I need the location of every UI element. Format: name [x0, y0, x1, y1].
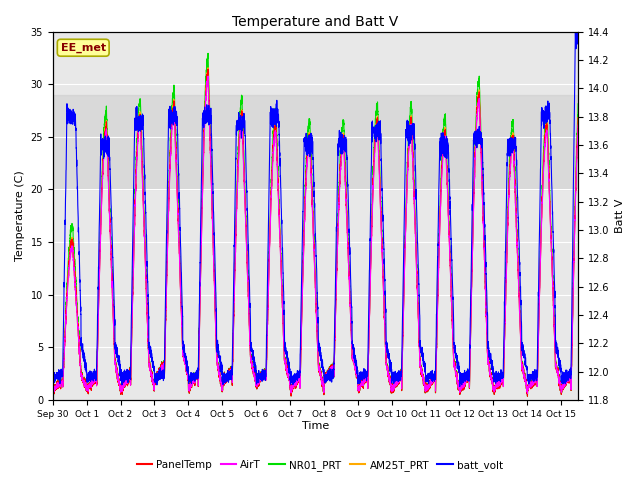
Title: Temperature and Batt V: Temperature and Batt V	[232, 15, 399, 29]
X-axis label: Time: Time	[302, 421, 329, 432]
Text: EE_met: EE_met	[61, 43, 106, 53]
Legend: PanelTemp, AirT, NR01_PRT, AM25T_PRT, batt_volt: PanelTemp, AirT, NR01_PRT, AM25T_PRT, ba…	[132, 456, 508, 475]
Y-axis label: Temperature (C): Temperature (C)	[15, 170, 25, 261]
Bar	[52, 95, 578, 190]
Y-axis label: Batt V: Batt V	[615, 199, 625, 233]
